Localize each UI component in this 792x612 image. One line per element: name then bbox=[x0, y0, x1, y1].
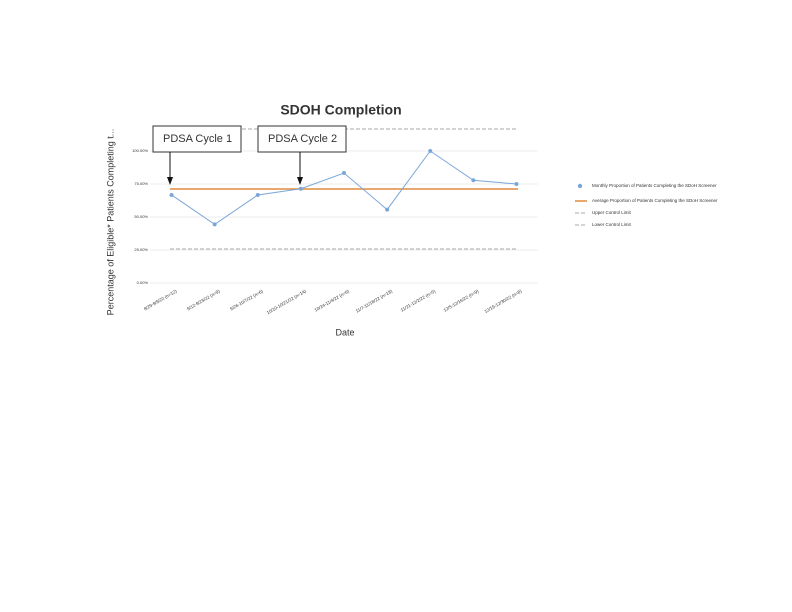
x-tick-label: 8/29-9/9/22 (n=12) bbox=[143, 288, 178, 311]
y-tick-label: 25.00% bbox=[134, 247, 148, 252]
x-tick-label: 11/21-12/2/22 (n=5) bbox=[400, 288, 437, 312]
data-point bbox=[255, 192, 260, 197]
data-point bbox=[471, 178, 476, 183]
x-tick-label: 9/12-9/23/22 (n=9) bbox=[186, 288, 221, 311]
y-tick-label: 75.00% bbox=[134, 181, 148, 186]
x-tick-label: 10/24-11/4/22 (n=6) bbox=[314, 288, 351, 312]
y-axis-label: Percentage of Eligible* Patients Complet… bbox=[105, 129, 115, 316]
legend-label: Upper Control Limit bbox=[592, 210, 632, 215]
data-point bbox=[298, 186, 303, 191]
x-axis-label: Date bbox=[335, 327, 354, 337]
chart-title: SDOH Completion bbox=[280, 102, 401, 118]
data-point bbox=[428, 149, 433, 153]
y-tick-label: 100.00% bbox=[132, 148, 148, 153]
annotation-arrowhead bbox=[297, 177, 303, 185]
x-tick-label: 9/26-10/7/22 (n=6) bbox=[229, 288, 264, 311]
data-point bbox=[385, 207, 390, 212]
data-point bbox=[212, 222, 217, 227]
x-tick-label: 12/5-12/16/22 (n=9) bbox=[443, 288, 480, 312]
annotation-arrowhead bbox=[167, 177, 173, 185]
y-tick-label: 0.00% bbox=[137, 280, 149, 285]
data-point bbox=[169, 192, 174, 197]
data-point bbox=[514, 182, 519, 186]
data-point bbox=[342, 171, 346, 176]
annotation-box bbox=[152, 125, 242, 153]
x-tick-label: 10/10-10/21/22 (n=14) bbox=[266, 288, 308, 315]
y-tick-label: 50.00% bbox=[134, 214, 148, 219]
legend-label: Monthly Proportion of Patients Completin… bbox=[592, 183, 717, 188]
legend-marker bbox=[577, 183, 583, 189]
x-tick-label: 11/7-11/18/22 (n=18) bbox=[355, 288, 394, 313]
annotation-text: PDSA Cycle 2 bbox=[268, 133, 337, 145]
annotation-text: PDSA Cycle 1 bbox=[163, 133, 232, 145]
legend-label: Lower Control Limit bbox=[592, 222, 632, 227]
data-line bbox=[171, 150, 517, 225]
legend-label: Average Proportion of Patients Completin… bbox=[592, 198, 718, 203]
x-tick-label: 12/19-12/30/22 (n=8) bbox=[484, 288, 523, 314]
annotation-box bbox=[257, 125, 347, 153]
